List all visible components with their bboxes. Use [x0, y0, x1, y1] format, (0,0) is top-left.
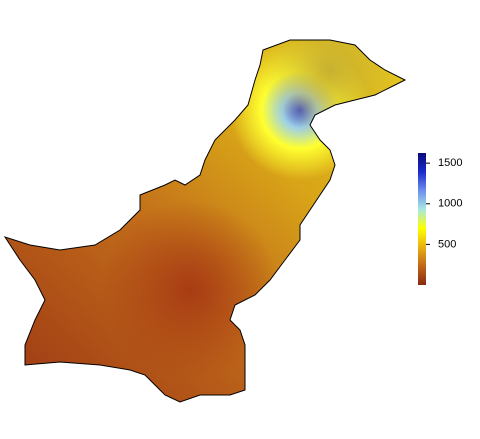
colorbar-tick-label: 1500 — [438, 157, 462, 169]
colorbar — [418, 153, 426, 285]
precipitation-map — [5, 40, 405, 402]
colorbar-tick-label: 500 — [438, 238, 456, 250]
country-border — [3, 39, 407, 403]
colorbar-tick-label: 1000 — [438, 198, 462, 210]
